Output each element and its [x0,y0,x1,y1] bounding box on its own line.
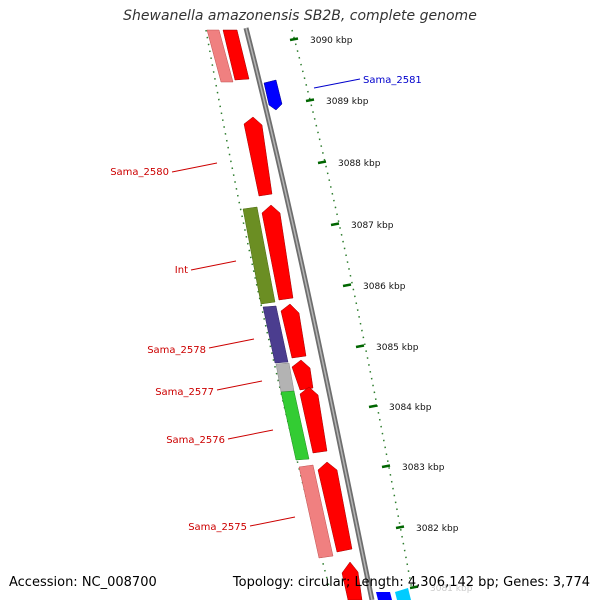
inner-feature-track [206,29,334,559]
kbp-tick-label: 3090 kbp [310,36,353,46]
backbone-highlight [245,27,373,600]
map-title: Shewanella amazonensis SB2B, complete ge… [123,8,477,24]
leader-sama-2577 [216,380,263,391]
leader-sama-2578 [208,338,255,349]
feature-sama-2581 [263,79,283,111]
kbp-tick [381,464,391,469]
kbp-tick [330,222,340,227]
kbp-tick [409,585,419,590]
leader-int [190,260,237,271]
feature-olive [242,206,276,305]
label-sama-2575: Sama_2575 [188,522,247,533]
kbp-tick-label: 3088 kbp [338,159,381,169]
cds-sama-2577 [291,359,314,391]
kbp-tick-label: 3089 kbp [326,97,369,107]
cds-sama-2576 [299,386,328,454]
kbp-tick-label: 3082 kbp [416,524,459,534]
label-sama-2576: Sama_2576 [166,435,225,446]
leader-sama-2581 [313,78,361,89]
kbp-tick [355,344,365,349]
cds-int [261,204,294,301]
gene-labels: Sama_2581 Sama_2580 Int Sama_2578 Sama_2… [110,75,422,533]
feature-pink-bottom [298,464,334,559]
kbp-tick [342,283,352,288]
feature-blue-bottom [376,592,392,600]
kbp-tick [317,160,327,165]
kbp-tick [368,404,378,409]
feature-cyan-bottom [395,588,411,600]
accession-text: Accession: NC_008700 [9,575,157,590]
leader-sama-2576 [227,429,274,440]
kbp-tick-label: 3087 kbp [351,221,394,231]
label-sama-2581: Sama_2581 [363,75,422,86]
cds-sama-2575 [317,461,353,553]
kbp-tick-label: 3085 kbp [376,343,419,353]
feature-grey [275,362,295,393]
label-int: Int [175,265,188,276]
kbp-tick-label: 3083 kbp [402,463,445,473]
feature-pink-top [206,29,234,83]
label-sama-2577: Sama_2577 [155,387,214,398]
cds-bottom [341,561,363,600]
kbp-tick-label: 3081 kbp [430,584,473,594]
kbp-tick [305,98,315,103]
cds-top [222,29,250,81]
leader-sama-2580 [171,162,218,173]
kbp-tick [395,525,405,530]
kbp-tick [289,37,299,42]
label-sama-2578: Sama_2578 [147,345,206,356]
outer-feature-track [222,29,411,600]
cds-sama-2580 [243,116,273,197]
feature-green [280,390,310,461]
genome-stats-text: Topology: circular; Length: 4,306,142 bp… [232,575,590,590]
cds-sama-2578 [280,303,307,359]
label-sama-2580: Sama_2580 [110,167,169,178]
leader-sama-2575 [249,516,296,527]
kbp-tick-label: 3084 kbp [389,403,432,413]
feature-purple [262,305,289,364]
scale-ticks: 3090 kbp 3089 kbp 3088 kbp 3087 kbp 3086 kbp… [289,36,473,594]
kbp-tick-label: 3086 kbp [363,282,406,292]
outer-ring [291,29,413,591]
